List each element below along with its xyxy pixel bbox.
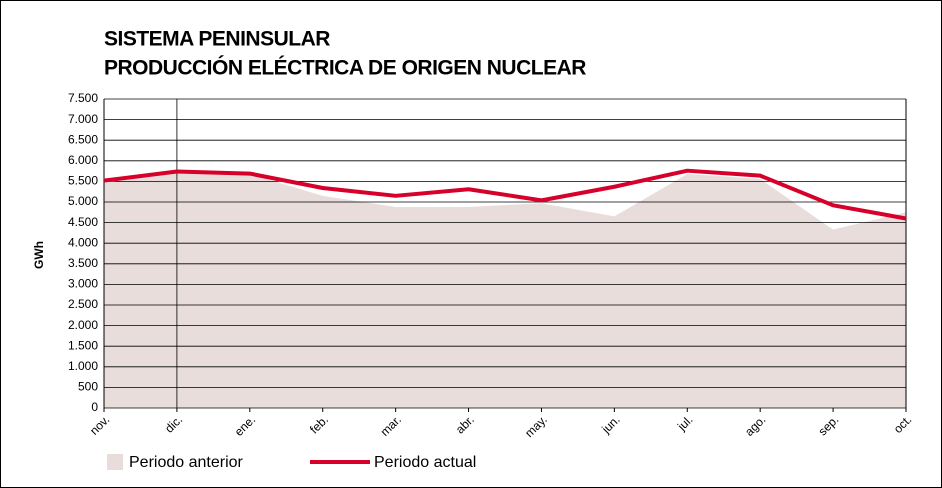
y-tick-label: 5.500: [68, 174, 98, 188]
y-tick-label: 3.000: [68, 277, 98, 291]
y-tick-label: 2.500: [68, 297, 98, 311]
legend-swatch: [107, 454, 123, 470]
y-tick-label: 3.500: [68, 256, 98, 270]
legend-label: Periodo anterior: [129, 454, 244, 471]
y-axis-label: GWh: [32, 241, 46, 269]
y-tick-label: 4.000: [68, 235, 98, 249]
y-tick-label: 0: [91, 400, 98, 414]
legend-label: Periodo actual: [374, 454, 476, 471]
y-tick-label: 6.000: [68, 153, 98, 167]
area: [104, 171, 906, 408]
y-tick-label: 7.000: [68, 112, 98, 126]
y-tick-label: 1.500: [68, 338, 98, 352]
y-tick-label: 2.000: [68, 318, 98, 332]
y-tick-label: 7.500: [68, 91, 98, 105]
y-tick-label: 1.000: [68, 359, 98, 373]
y-tick-label: 500: [78, 380, 98, 394]
y-tick-label: 6.500: [68, 132, 98, 146]
chart-title: PRODUCCIÓN ELÉCTRICA DE ORIGEN NUCLEAR: [104, 56, 586, 80]
y-tick-label: 5.000: [68, 194, 98, 208]
y-tick-label: 4.500: [68, 215, 98, 229]
chart-title: SISTEMA PENINSULAR: [104, 28, 330, 51]
line: [103, 168, 907, 221]
